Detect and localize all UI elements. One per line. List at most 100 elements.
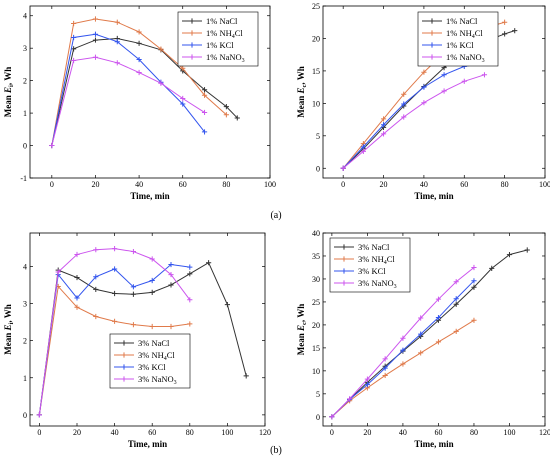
y-tick-label: 0	[23, 142, 27, 151]
data-point	[130, 322, 136, 328]
legend-label: 3% NaCl	[138, 338, 170, 348]
y-tick-label: 10	[312, 367, 320, 376]
data-point	[168, 261, 174, 268]
data-point	[401, 101, 407, 107]
data-point	[71, 57, 77, 64]
series-2	[49, 16, 229, 149]
x-tick-label: 80	[501, 180, 509, 189]
legend-label: 1% NaNO3	[206, 52, 245, 64]
x-tick-label: 120	[259, 428, 271, 437]
data-point	[329, 414, 335, 420]
legend-marker	[341, 268, 347, 274]
y-tick-label: 4	[23, 12, 27, 21]
data-point	[421, 100, 427, 106]
data-point	[93, 286, 99, 293]
data-point	[149, 256, 155, 262]
y-tick-label: 0	[316, 164, 320, 173]
y-tick-label: 15	[312, 344, 320, 353]
legend-marker	[121, 352, 127, 358]
data-point	[71, 20, 77, 27]
data-point	[114, 39, 120, 45]
series-2	[36, 283, 193, 418]
data-point	[401, 91, 407, 97]
legend-marker	[121, 340, 127, 346]
series-line	[331, 249, 528, 418]
y-tick-label: 35	[312, 252, 320, 261]
data-point	[223, 112, 229, 118]
y-tick-label: -1	[20, 174, 27, 183]
y-tick-label: 5	[316, 390, 320, 399]
chart-panel-4: 0 20 40 60 80 100 120 0 5 10 15 20 25 30 35 40 Time, min…	[296, 229, 550, 449]
chart-panel-1: 0 20 40 60 80 100 -1 0 1 2 3 4 Time, min Mean Ei, Wh 1…	[3, 5, 276, 201]
series-line	[51, 56, 205, 146]
legend-marker	[429, 42, 435, 48]
series-line	[51, 37, 238, 146]
data-point	[512, 28, 518, 34]
data-point	[114, 19, 120, 25]
data-point	[201, 129, 208, 135]
legend-label: 3% NaNO3	[138, 374, 177, 386]
data-point	[364, 376, 370, 382]
y-tick-label: 20	[312, 321, 320, 330]
legend-marker	[429, 18, 435, 24]
legend-marker	[189, 54, 195, 60]
data-point	[136, 69, 142, 76]
data-point	[158, 80, 164, 86]
data-point	[453, 301, 459, 307]
data-point	[92, 16, 99, 22]
legend-label: 3% KCl	[138, 362, 166, 372]
data-point	[130, 248, 136, 255]
series-line	[342, 74, 485, 169]
legend-label: 1% NaCl	[206, 16, 238, 26]
x-tick-label: 40	[420, 180, 428, 189]
x-tick-label: 60	[179, 180, 187, 189]
data-point	[187, 271, 193, 277]
data-point	[114, 60, 120, 66]
data-point	[93, 313, 99, 320]
y-tick-label: 0	[316, 413, 320, 422]
data-point	[136, 40, 142, 46]
data-point	[180, 95, 186, 102]
x-axis-title: Time, min	[414, 191, 453, 201]
y-tick-label: 2	[23, 77, 27, 86]
series-line	[38, 248, 191, 415]
y-tick-label: 1	[23, 109, 27, 118]
series-4	[340, 72, 488, 171]
data-point	[382, 372, 388, 379]
y-tick-label: 10	[312, 99, 320, 108]
data-point	[92, 31, 99, 37]
y-tick-label: 0	[23, 411, 27, 420]
series-2	[329, 317, 477, 420]
data-point	[49, 142, 55, 149]
data-point	[435, 339, 442, 345]
y-tick-label: 3	[23, 44, 27, 53]
series-line	[331, 319, 475, 418]
x-tick-label: 80	[222, 180, 230, 189]
legend-label: 1% NaCl	[446, 16, 478, 26]
data-point	[461, 78, 467, 84]
x-tick-label: 40	[111, 428, 119, 437]
data-point	[360, 148, 366, 154]
data-point	[223, 104, 229, 110]
legend-marker	[189, 18, 195, 24]
plot-frame	[322, 5, 546, 179]
legend-marker	[341, 244, 347, 250]
data-point	[168, 323, 174, 330]
data-point	[506, 251, 513, 258]
x-tick-label: 0	[37, 428, 41, 437]
data-point	[380, 131, 387, 137]
data-point	[364, 382, 370, 388]
y-tick-label: 15	[312, 67, 320, 76]
y-tick-label: 30	[312, 275, 320, 284]
data-point	[92, 37, 99, 43]
x-tick-label: 100	[539, 180, 550, 189]
legend-label: 1% NH4Cl	[206, 28, 243, 40]
data-point	[74, 251, 80, 258]
data-point	[55, 269, 61, 275]
x-tick-label: 80	[470, 428, 478, 437]
